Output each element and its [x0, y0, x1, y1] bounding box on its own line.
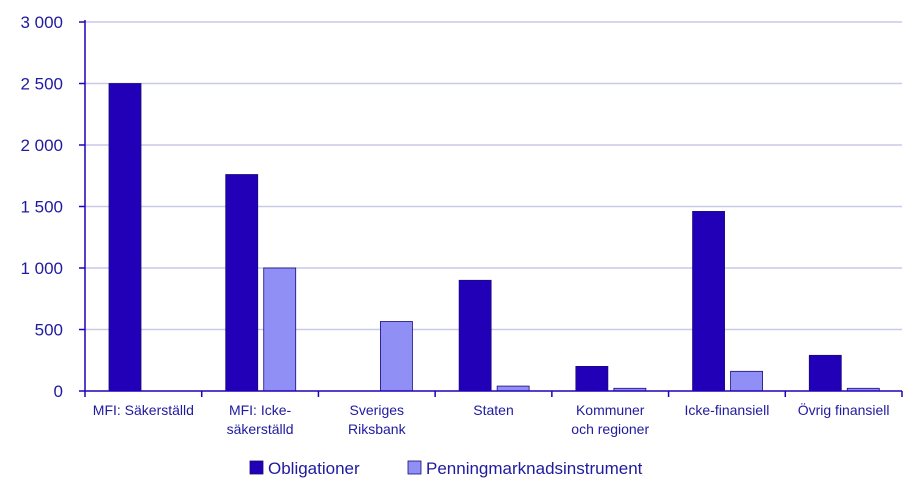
bar-penningmarknadsinstrument — [263, 267, 297, 392]
y-tick-label: 1 500 — [20, 198, 63, 217]
legend: Obligationer Penningmarknadsinstrument — [249, 459, 643, 478]
x-tick-label: Sveriges Riksbank — [348, 402, 407, 437]
y-tick-label: 1 000 — [20, 259, 63, 278]
bar-obligationer — [108, 83, 142, 392]
x-tick-label: Kommuner och regioner — [571, 402, 649, 437]
gridlines — [85, 21, 902, 331]
bar-penningmarknadsinstrument — [730, 370, 763, 392]
legend-swatch — [407, 460, 422, 475]
bars — [108, 83, 880, 392]
y-tick-label: 0 — [54, 382, 63, 401]
legend-label: Obligationer — [268, 459, 360, 478]
bar-obligationer — [575, 365, 609, 392]
axes — [84, 20, 903, 397]
x-axis-labels: MFI: Säkerställd MFI: Icke-säkerställd Sve… — [93, 401, 890, 437]
bar-obligationer — [692, 211, 725, 392]
bar-obligationer — [808, 354, 842, 392]
y-tick-label: 2 500 — [20, 75, 63, 94]
y-tick-label: 500 — [35, 321, 63, 340]
x-tick-label: MFI: Icke-säkerställd — [227, 402, 294, 437]
y-axis-ticks: 0 500 1 000 1 500 2 000 2 500 3 000 — [20, 13, 85, 401]
y-tick-label: 3 000 — [20, 13, 63, 32]
x-tick-label: Icke-finansiell — [685, 402, 770, 418]
x-tick-label: Övrig finansiell — [798, 401, 890, 418]
bar-obligationer — [225, 174, 259, 392]
bar-obligationer — [458, 279, 492, 392]
x-tick-label: Staten — [473, 402, 513, 418]
legend-label: Penningmarknadsinstrument — [426, 459, 643, 478]
x-tick-label: MFI: Säkerställd — [93, 402, 194, 418]
bar-penningmarknadsinstrument — [380, 321, 413, 392]
y-tick-label: 2 000 — [20, 136, 63, 155]
legend-swatch — [249, 460, 264, 475]
